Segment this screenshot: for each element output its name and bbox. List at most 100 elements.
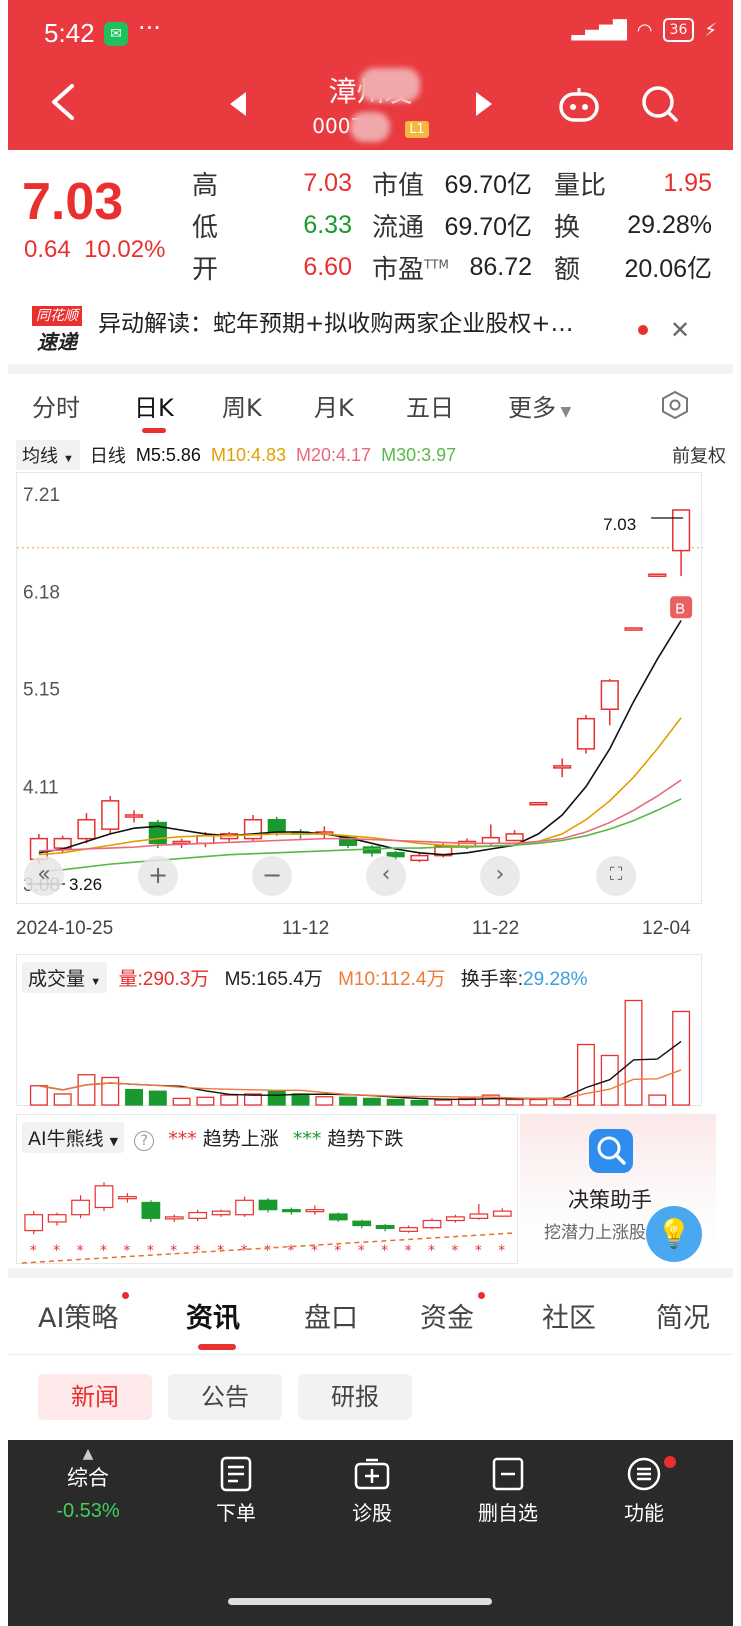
trend-star: *	[287, 1243, 294, 1259]
volume-panel[interactable]	[16, 954, 702, 1106]
active-tab-indicator	[198, 1344, 236, 1350]
settings-icon[interactable]	[660, 390, 690, 420]
tab-funds[interactable]: 资金	[420, 1303, 474, 1334]
prev-stock-icon[interactable]	[230, 92, 246, 116]
volume-bar	[220, 1094, 239, 1106]
trend-star: *	[241, 1243, 248, 1259]
lightbulb-icon[interactable]: 💡	[646, 1206, 702, 1262]
candle-body	[124, 814, 144, 818]
trend-star: *	[475, 1243, 482, 1259]
ai-candle-body	[305, 1209, 325, 1213]
volume-selector[interactable]: 成交量 ▼	[22, 962, 108, 993]
price-change: 0.64 10.02%	[24, 236, 166, 263]
trend-star: *	[334, 1243, 341, 1259]
functions-button[interactable]: 功能	[594, 1456, 694, 1526]
kline-chart[interactable]: 7.216.185.154.113.08 7.033.26B	[16, 472, 703, 904]
candle-body	[410, 854, 429, 862]
volume-bar	[196, 1096, 215, 1106]
volume-bar	[53, 1093, 72, 1106]
tab-more[interactable]: 更多 ▼	[508, 394, 572, 422]
trend-star: *	[30, 1243, 37, 1259]
notification-dot	[664, 1456, 676, 1468]
candle-body	[553, 765, 572, 769]
volume-bar	[576, 1043, 595, 1106]
volume-bar	[553, 1098, 572, 1106]
subtab-news[interactable]: 新闻	[38, 1374, 152, 1420]
candle-body	[624, 627, 643, 631]
remove-watchlist-button[interactable]: 删自选	[458, 1456, 558, 1526]
x-tick-label: 11-22	[472, 918, 520, 939]
volume-bar	[362, 1097, 381, 1106]
tab-ai-strategy[interactable]: AI策略	[38, 1303, 119, 1334]
zoom-out-button[interactable]: −	[252, 856, 292, 896]
volume-bar	[339, 1096, 358, 1106]
ai-candle-body	[399, 1227, 418, 1232]
tab-weekly-k[interactable]: 周K	[222, 394, 262, 422]
subtab-announcements[interactable]: 公告	[168, 1374, 282, 1420]
status-icons: ▂▄▆█ ◠ 36 ⚡	[571, 18, 717, 42]
volume-bar	[267, 1090, 286, 1106]
kline-tabs: 分时 日K 周K 月K 五日 更多 ▼	[8, 374, 733, 434]
tab-intraday[interactable]: 分时	[32, 394, 80, 422]
remove-icon	[492, 1457, 524, 1491]
subtab-research[interactable]: 研报	[298, 1374, 412, 1420]
decision-assistant-card[interactable]: 决策助手 挖潜力上涨股 💡	[520, 1114, 716, 1264]
tab-news-info[interactable]: 资讯	[186, 1303, 240, 1334]
close-icon[interactable]: ✕	[670, 316, 691, 344]
next-stock-icon[interactable]	[476, 92, 492, 116]
volume-legend: 成交量 ▼ 量:290.3万 M5:165.4万 M10:112.4万 换手率:…	[22, 962, 588, 993]
trend-star: *	[170, 1243, 177, 1259]
place-order-button[interactable]: 下单	[186, 1456, 286, 1526]
rewind-button[interactable]: «	[24, 856, 64, 896]
menu-icon	[627, 1457, 661, 1491]
trend-star: *	[428, 1243, 435, 1259]
tab-monthly-k[interactable]: 月K	[314, 394, 354, 422]
index-summary[interactable]: ▲ 综合 -0.53%	[38, 1446, 138, 1523]
adjust-mode[interactable]: 前复权	[672, 446, 726, 466]
ma-selector[interactable]: 均线 ▼	[16, 440, 80, 470]
high-label: 7.03	[603, 515, 636, 534]
ai-candle-body	[141, 1201, 161, 1219]
news-ticker-text[interactable]: 异动解读：蛇年预期+拟收购两家企业股权+…	[98, 311, 574, 337]
ai-bull-bear-panel[interactable]: *********************	[16, 1114, 518, 1264]
tab-order-book[interactable]: 盘口	[304, 1303, 358, 1334]
triangle-up-icon: ▲	[82, 1446, 94, 1462]
trend-star: *	[405, 1243, 412, 1259]
trend-star: *	[100, 1243, 107, 1259]
ai-selector[interactable]: AI牛熊线 ▼	[22, 1122, 125, 1153]
diagnose-icon	[354, 1458, 390, 1490]
trend-star: *	[358, 1243, 365, 1259]
tab-five-day[interactable]: 五日	[406, 394, 454, 422]
unread-dot	[638, 325, 648, 335]
tab-community[interactable]: 社区	[542, 1303, 596, 1334]
pan-left-button[interactable]: ‹	[366, 856, 406, 896]
tab-daily-k[interactable]: 日K	[134, 394, 174, 422]
fullscreen-button[interactable]: ⛶	[596, 856, 636, 896]
robot-assistant-icon[interactable]	[558, 86, 600, 122]
candle-body	[576, 717, 596, 750]
y-tick-label: 6.18	[23, 582, 60, 603]
volume-bar	[434, 1099, 453, 1106]
pan-right-button[interactable]: ›	[480, 856, 520, 896]
decision-title: 决策助手	[568, 1188, 652, 1212]
tab-overview[interactable]: 简况	[656, 1303, 710, 1334]
volume-bar	[624, 999, 643, 1106]
diagnose-stock-button[interactable]: 诊股	[322, 1456, 422, 1526]
volume-bar	[529, 1098, 548, 1106]
wifi-icon: ◠	[636, 19, 653, 41]
back-icon[interactable]	[48, 82, 78, 122]
home-indicator[interactable]	[228, 1598, 492, 1605]
volume-bar	[291, 1093, 310, 1106]
order-icon	[220, 1456, 252, 1492]
volume-bar	[672, 1010, 691, 1106]
candle-body	[101, 800, 120, 830]
redaction-blur	[360, 68, 420, 102]
zoom-in-button[interactable]: +	[138, 856, 178, 896]
trend-star: *	[264, 1243, 271, 1259]
help-icon[interactable]: ?	[134, 1131, 155, 1151]
ai-svg: *********************	[21, 1182, 515, 1264]
volume-bar	[77, 1074, 96, 1106]
volume-bar	[29, 1085, 48, 1106]
search-icon[interactable]	[640, 84, 680, 124]
tab-dot	[122, 1292, 129, 1299]
